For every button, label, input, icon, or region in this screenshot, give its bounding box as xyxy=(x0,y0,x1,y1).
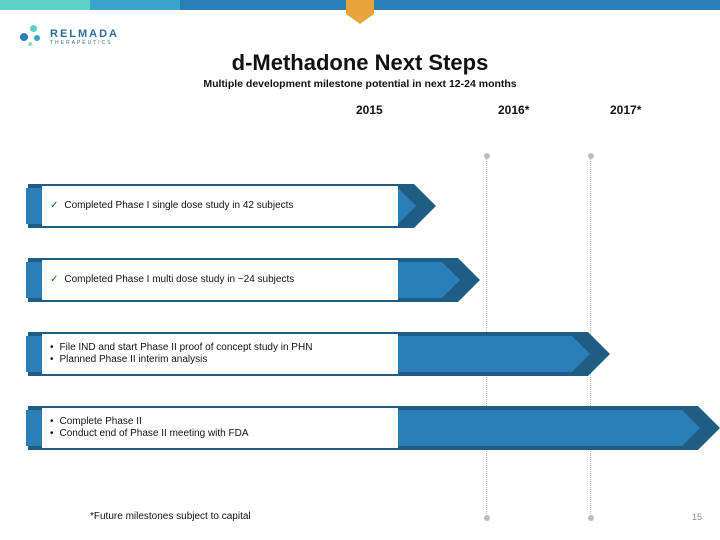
milestone-rows: ✓ Completed Phase I single dose study in … xyxy=(28,184,720,480)
accent-tab xyxy=(346,0,374,14)
milestone-row: ✓ Completed Phase I single dose study in … xyxy=(28,184,720,238)
year-label-2016: 2016* xyxy=(498,103,529,117)
check-icon: ✓ xyxy=(50,200,58,213)
milestone-textbox: ✓ Completed Phase I single dose study in … xyxy=(42,186,398,226)
milestone-textbox: • File IND and start Phase II proof of co… xyxy=(42,334,398,374)
milestone-text: File IND and start Phase II proof of con… xyxy=(60,342,313,355)
milestone-row: • File IND and start Phase II proof of co… xyxy=(28,332,720,386)
year-axis: 2015 2016* 2017* xyxy=(0,103,720,125)
arrow-head-icon xyxy=(458,258,480,302)
arrow-head-icon xyxy=(442,262,460,298)
milestone-text: Conduct end of Phase II meeting with FDA xyxy=(60,428,249,441)
milestone-text: Complete Phase II xyxy=(60,416,142,429)
page-number: 15 xyxy=(692,512,702,522)
arrow-head-icon xyxy=(398,188,416,224)
bullet-icon: • xyxy=(50,428,54,441)
logo-text: RELMADA xyxy=(50,28,119,40)
bullet-icon: • xyxy=(50,416,54,429)
logo-subtext: THERAPEUTICS xyxy=(50,40,119,46)
arrow-head-icon xyxy=(414,184,436,228)
milestone-row: ✓ Completed Phase I multi dose study in ~… xyxy=(28,258,720,312)
logo: RELMADA THERAPEUTICS xyxy=(18,24,119,50)
arrow-head-icon xyxy=(572,336,590,372)
check-icon: ✓ xyxy=(50,274,58,287)
milestone-textbox: ✓ Completed Phase I multi dose study in ~… xyxy=(42,260,398,300)
page-subtitle: Multiple development milestone potential… xyxy=(0,78,720,91)
year-label-2015: 2015 xyxy=(356,103,383,117)
milestone-textbox: • Complete Phase II • Conduct end of Phase … xyxy=(42,408,398,448)
arrow-head-icon xyxy=(588,332,610,376)
page-title: d-Methadone Next Steps xyxy=(0,50,720,76)
milestone-text: Completed Phase I single dose study in 4… xyxy=(64,200,293,213)
arrow-head-icon xyxy=(682,410,700,446)
logo-icon xyxy=(18,24,44,50)
year-label-2017: 2017* xyxy=(610,103,641,117)
arrow-head-icon xyxy=(698,406,720,450)
bullet-icon: • xyxy=(50,342,54,355)
milestone-text: Completed Phase I multi dose study in ~2… xyxy=(64,274,294,287)
footnote: *Future milestones subject to capital xyxy=(90,511,251,522)
milestone-text: Planned Phase II interim analysis xyxy=(60,354,208,367)
bullet-icon: • xyxy=(50,354,54,367)
milestone-row: • Complete Phase II • Conduct end of Phase … xyxy=(28,406,720,460)
